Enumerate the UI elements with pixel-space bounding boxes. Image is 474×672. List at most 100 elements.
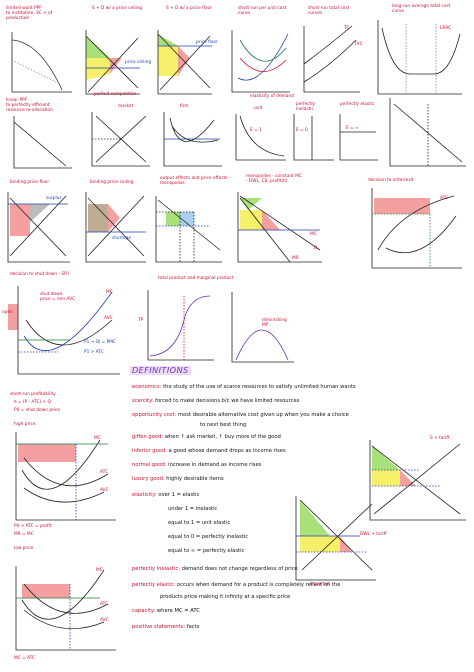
definition-item: equal to 0 = perfectly inelastic bbox=[168, 534, 249, 540]
mr-mc-atc-note: MR = MC bbox=[14, 532, 34, 537]
d-label-monopoly: D bbox=[314, 246, 318, 251]
ceiling-label: price ceiling bbox=[125, 60, 152, 65]
price-floor-title: S + D w/ a price floor bbox=[166, 6, 212, 11]
mr-label-monopoly: MR bbox=[292, 256, 299, 261]
atc-label-high: ATC bbox=[100, 470, 108, 475]
definition-item: elasticity: over 1 = elastic bbox=[132, 492, 200, 498]
per-unit-cost-title: short-run per unit cost curve bbox=[238, 6, 287, 16]
unit-elastic-label: unit bbox=[254, 106, 263, 111]
profit-formula: π = (P - ATC) × Q bbox=[14, 400, 51, 405]
definition-item: normal good: increase in demand as incom… bbox=[132, 462, 262, 468]
monopoly-effects-title: output effects and price effects - monop… bbox=[160, 176, 231, 186]
definition-item: perfectly inelastic: demand does not cha… bbox=[132, 566, 298, 572]
einf-label: E = ∞ bbox=[346, 126, 359, 131]
price-ceiling-title: S + D w/ a price ceiling bbox=[92, 6, 143, 11]
tc-label: TC bbox=[344, 26, 350, 31]
definition-item: perfectly elastic: occurs when demand fo… bbox=[132, 582, 341, 588]
p-gt-atc-note: P0 > ATC = profit bbox=[14, 524, 52, 529]
avc-label-shutdown: AVC bbox=[104, 316, 113, 321]
tp-axis-label: TP bbox=[138, 318, 144, 323]
definition-item: to next best thing bbox=[200, 422, 247, 428]
shutdown-title: decision to shut down - SR? bbox=[10, 272, 70, 277]
perfect-competition-title: perfect competition bbox=[94, 92, 137, 97]
surplus-label: surplus bbox=[46, 196, 62, 201]
mc-label-low: MC bbox=[96, 568, 103, 573]
avc-label-low: AVC bbox=[100, 618, 109, 623]
tp-mp-title: total product and marginal product bbox=[158, 276, 234, 281]
definition-item: luxury good: highly desirable items bbox=[132, 476, 224, 482]
definition-item: inferior good: a good whose demand drops… bbox=[132, 448, 286, 454]
diminishing-label: diminishing MP bbox=[262, 318, 287, 328]
s-tariff-label: S + tariff bbox=[430, 436, 450, 441]
imported-label: imported bbox=[310, 582, 330, 587]
dwl-tariff-label: DWL + tariff bbox=[360, 532, 387, 537]
pc-atc-note: P1 → Ql = PMC bbox=[84, 340, 116, 345]
definition-item: opportunity cost: most desirable alterna… bbox=[132, 412, 349, 418]
linear-ppf-title: linear PPF to perfectly efficient resour… bbox=[6, 98, 53, 113]
pc-avc-note: P1 > ATC bbox=[84, 350, 104, 355]
low-price-label: low price bbox=[14, 546, 34, 551]
binding-floor-title: binding price floor bbox=[10, 180, 50, 185]
definition-item: under 1 = inelastic bbox=[168, 506, 218, 512]
definition-item: giffen good: when ↑ ask market, ↑ buy mo… bbox=[132, 434, 281, 440]
market-label: market bbox=[118, 104, 134, 109]
definition-item: economics: the study of the use of scarc… bbox=[132, 384, 356, 390]
mc-label-high: MC bbox=[94, 436, 101, 441]
atc-label-enter: ATC bbox=[440, 196, 448, 201]
binding-ceiling-title: binding price ceiling bbox=[90, 180, 134, 185]
monopoly-constant-mc-title: monopolies - constant MC - DWL, CS, prof… bbox=[246, 174, 302, 184]
definition-item: equal to ∞ = perfectly elastic bbox=[168, 548, 245, 554]
short-run-profit-title: short-run profitability bbox=[10, 392, 56, 397]
definition-item: scarcity: forced to make decisions b/c w… bbox=[132, 398, 300, 404]
enter-exit-title: decision to enter/exit bbox=[368, 178, 414, 183]
mc-label-shutdown: MC bbox=[106, 290, 113, 295]
mc-atc-note: MC = ATC bbox=[14, 656, 36, 661]
avc-label-high: AVC bbox=[100, 488, 109, 493]
definition-item: capacity: where MC = ATC bbox=[132, 608, 200, 614]
open-label: open bbox=[2, 310, 13, 315]
e0-label: E = 0 bbox=[296, 128, 308, 133]
e1-label: E = 1 bbox=[250, 128, 262, 133]
ppf-title: limited want PPF to institution, SC + of… bbox=[6, 6, 53, 21]
elasticity-title: elasticity of demand bbox=[250, 94, 294, 99]
definition-item: products price making it infinity at a s… bbox=[160, 594, 291, 600]
floor-label: price floor bbox=[196, 40, 218, 45]
high-price-label: high price bbox=[14, 422, 36, 427]
atc-label-low: ATC bbox=[100, 602, 108, 607]
definition-item: equal to 1 = unit elastic bbox=[168, 520, 231, 526]
lrac-label: LRAC bbox=[440, 26, 452, 31]
definition-item: positive statements: facts bbox=[132, 624, 200, 630]
tvc-label: TVC bbox=[354, 42, 363, 47]
definitions-header: DEFINITIONS bbox=[130, 366, 191, 375]
shutdown-price-note: P0 = shut down price bbox=[14, 408, 61, 413]
total-cost-title: short-run total cost curves bbox=[308, 6, 350, 16]
perfectly-inelastic-label: perfectly inelastic bbox=[296, 102, 316, 112]
perfectly-elastic-label: perfectly elastic bbox=[340, 102, 375, 107]
shutdown-note: shut down price = min AVC bbox=[40, 292, 76, 302]
shortage-label: shortage bbox=[112, 236, 132, 241]
lrac-title: long-run average total cost curve bbox=[392, 4, 451, 14]
mc-label-monopoly: MC bbox=[310, 232, 317, 237]
